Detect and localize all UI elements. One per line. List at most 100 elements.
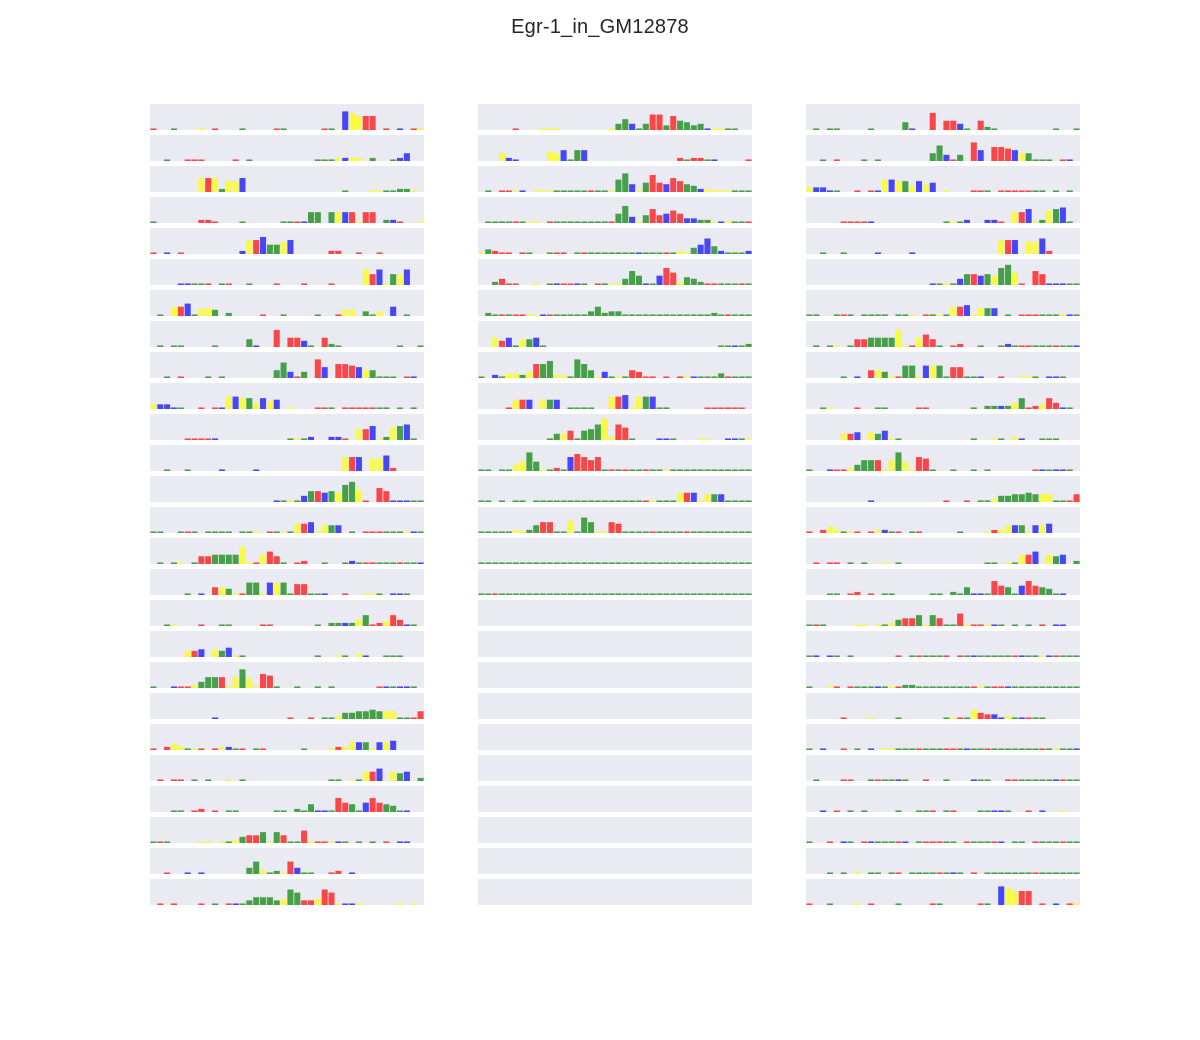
bar-C xyxy=(1059,593,1066,595)
bar-T xyxy=(725,593,732,595)
bar-A xyxy=(840,717,847,719)
bar-T xyxy=(253,748,260,750)
bar-T xyxy=(601,593,608,595)
bar-C xyxy=(725,438,732,440)
bar-T xyxy=(553,190,560,192)
bar-T xyxy=(1018,398,1025,409)
bar-T xyxy=(519,221,526,223)
bar-T xyxy=(273,900,280,905)
panel-background xyxy=(806,693,1080,719)
bar-G xyxy=(505,373,512,378)
bar-A xyxy=(191,650,198,657)
bar-T xyxy=(902,779,909,781)
bar-C xyxy=(218,469,225,471)
bar-C xyxy=(492,374,499,378)
bar-T xyxy=(690,185,697,192)
bar-T xyxy=(397,188,404,192)
bar-T xyxy=(403,593,410,595)
bar-A xyxy=(1005,190,1012,192)
bar-T xyxy=(540,500,547,502)
bar-A xyxy=(1073,494,1080,502)
bar-T xyxy=(410,686,417,688)
bar-T xyxy=(239,531,246,533)
bar-G xyxy=(970,314,977,316)
panel-background xyxy=(478,476,752,502)
bar-T xyxy=(485,562,492,564)
bar-G xyxy=(608,436,615,440)
bar-T xyxy=(820,407,827,409)
bar-T xyxy=(546,593,553,595)
bar-C xyxy=(697,188,704,192)
bar-G xyxy=(1005,562,1012,564)
bar-G xyxy=(895,181,902,192)
bar-A xyxy=(212,810,219,812)
bar-G xyxy=(984,624,991,626)
bar-T xyxy=(553,531,560,533)
bar-T xyxy=(738,376,745,378)
bar-T xyxy=(218,554,225,564)
bar-T xyxy=(1018,525,1025,533)
bar-T xyxy=(738,221,745,223)
bar-T xyxy=(847,562,854,564)
bar-G xyxy=(546,128,553,130)
bar-T xyxy=(526,529,533,533)
bar-A xyxy=(273,283,280,285)
bar-T xyxy=(164,469,171,471)
bar-T xyxy=(718,345,725,347)
bar-A xyxy=(280,835,287,843)
bar-C xyxy=(909,252,916,254)
bar-A xyxy=(212,407,219,409)
bar-T xyxy=(553,562,560,564)
bar-A xyxy=(725,407,732,409)
bar-T xyxy=(683,122,690,130)
bar-T xyxy=(943,686,950,688)
bar-C xyxy=(991,810,998,812)
bar-T xyxy=(280,562,287,564)
panel-background xyxy=(478,414,752,440)
bar-T xyxy=(212,903,219,905)
bar-T xyxy=(301,748,308,750)
bar-G xyxy=(280,872,287,874)
bar-G xyxy=(888,622,895,626)
bar-A xyxy=(998,686,1005,688)
bar-T xyxy=(546,283,553,285)
bar-A xyxy=(567,430,574,440)
bar-T xyxy=(874,872,881,874)
bar-T xyxy=(1073,686,1080,688)
bar-A xyxy=(369,798,376,812)
bar-C xyxy=(1005,343,1012,347)
bar-A xyxy=(840,779,847,781)
bar-T xyxy=(629,271,636,285)
bar-G xyxy=(533,283,540,285)
bar-T xyxy=(1032,190,1039,192)
bar-A xyxy=(362,407,369,409)
bar-G xyxy=(833,529,840,533)
bar-A xyxy=(663,252,670,254)
bar-T xyxy=(950,469,957,471)
bar-T xyxy=(991,872,998,874)
bar-G xyxy=(355,116,362,130)
bar-A xyxy=(677,213,684,223)
bar-T xyxy=(505,314,512,316)
bar-A xyxy=(335,746,342,750)
bar-C xyxy=(963,748,970,750)
bar-T xyxy=(847,345,854,347)
bar-T xyxy=(1032,779,1039,781)
bar-G xyxy=(410,190,417,192)
bar-T xyxy=(1039,159,1046,161)
bar-G xyxy=(704,188,711,192)
bar-A xyxy=(677,376,684,378)
bar-T xyxy=(950,283,957,285)
bar-T xyxy=(1046,872,1053,874)
bar-T xyxy=(690,531,697,533)
bar-A xyxy=(1018,212,1025,223)
bar-C xyxy=(287,240,294,254)
bar-C xyxy=(1046,523,1053,533)
bar-C xyxy=(601,371,608,378)
bar-C xyxy=(335,436,342,440)
bar-T xyxy=(560,562,567,564)
panel-background xyxy=(806,135,1080,161)
panel-background xyxy=(806,786,1080,812)
bar-A xyxy=(738,283,745,285)
bar-A xyxy=(546,221,553,223)
